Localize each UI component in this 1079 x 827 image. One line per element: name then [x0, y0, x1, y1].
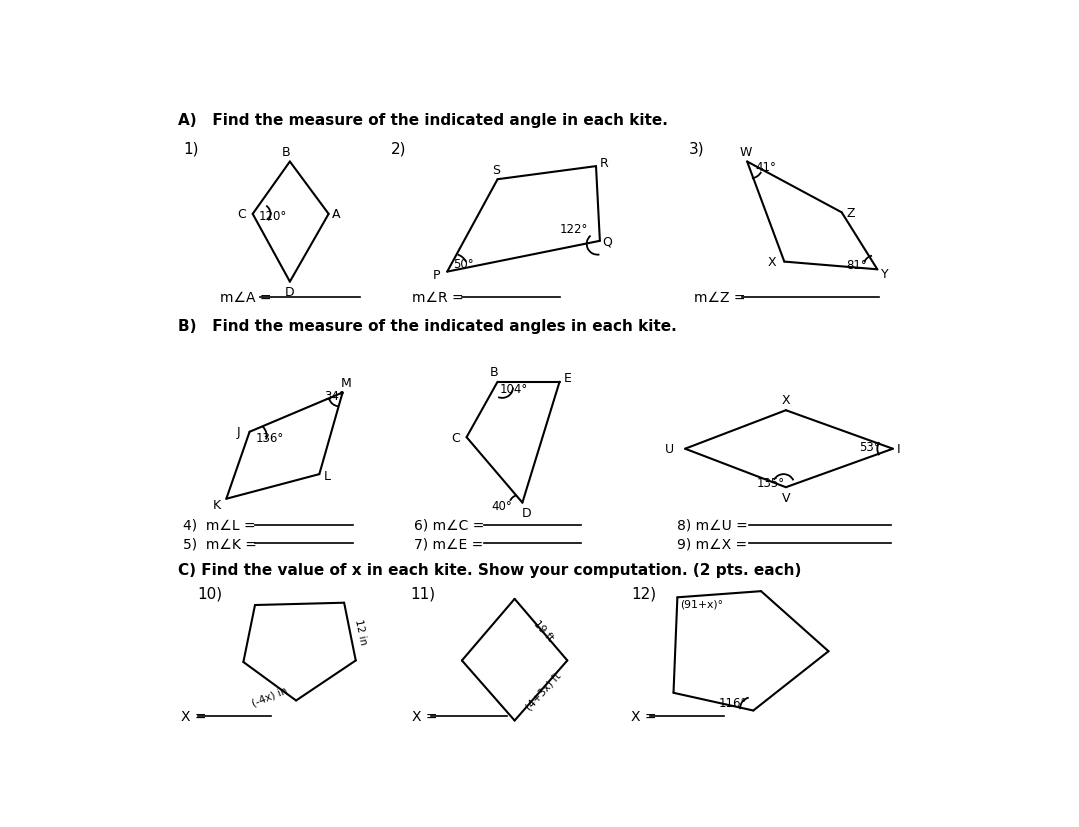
- Text: 12 in: 12 in: [353, 618, 368, 646]
- Text: P: P: [433, 269, 440, 282]
- Text: Y: Y: [882, 268, 889, 281]
- Text: 136°: 136°: [256, 432, 284, 445]
- Text: 81°: 81°: [846, 259, 868, 272]
- Text: 8) m∠U =: 8) m∠U =: [678, 519, 748, 533]
- Text: 122°: 122°: [560, 222, 588, 236]
- Text: B: B: [490, 366, 498, 379]
- Text: m∠Z =: m∠Z =: [695, 290, 746, 304]
- Text: E: E: [563, 372, 571, 385]
- Text: 6) m∠C =: 6) m∠C =: [414, 519, 484, 533]
- Text: (4+3x) ft: (4+3x) ft: [524, 670, 563, 711]
- Text: W: W: [739, 146, 752, 159]
- Text: A: A: [332, 208, 341, 221]
- Text: Z: Z: [847, 207, 856, 219]
- Text: J: J: [237, 426, 241, 439]
- Text: 50°: 50°: [452, 258, 474, 271]
- Text: B: B: [282, 146, 290, 159]
- Text: 5)  m∠K =: 5) m∠K =: [183, 537, 257, 551]
- Text: X =: X =: [631, 709, 656, 723]
- Text: 19 ft: 19 ft: [532, 618, 555, 643]
- Text: 10): 10): [196, 586, 222, 600]
- Text: 120°: 120°: [259, 210, 287, 222]
- Text: 104°: 104°: [500, 383, 528, 395]
- Text: K: K: [213, 499, 221, 512]
- Text: C: C: [237, 208, 246, 221]
- Text: 2): 2): [391, 141, 406, 157]
- Text: 1): 1): [183, 141, 199, 157]
- Text: (-4x) in: (-4x) in: [250, 685, 289, 708]
- Text: D: D: [285, 286, 295, 299]
- Text: C: C: [451, 431, 460, 444]
- Text: 4)  m∠L =: 4) m∠L =: [183, 519, 256, 533]
- Text: m∠A =: m∠A =: [220, 290, 272, 304]
- Text: X: X: [767, 256, 776, 269]
- Text: 116°: 116°: [719, 696, 747, 710]
- Text: 53°: 53°: [859, 440, 879, 453]
- Text: m∠R =: m∠R =: [412, 290, 464, 304]
- Text: Q: Q: [603, 235, 613, 248]
- Text: L: L: [324, 470, 330, 483]
- Text: 135°: 135°: [756, 476, 784, 490]
- Text: D: D: [522, 506, 532, 519]
- Text: R: R: [599, 156, 609, 170]
- Text: U: U: [665, 442, 674, 456]
- Text: 11): 11): [410, 586, 435, 600]
- Text: B)   Find the measure of the indicated angles in each kite.: B) Find the measure of the indicated ang…: [178, 318, 677, 333]
- Text: 9) m∠X =: 9) m∠X =: [678, 537, 748, 551]
- Text: X: X: [781, 394, 790, 406]
- Text: 40°: 40°: [491, 500, 513, 513]
- Text: 3): 3): [689, 141, 705, 157]
- Text: S: S: [492, 164, 500, 176]
- Text: A)   Find the measure of the indicated angle in each kite.: A) Find the measure of the indicated ang…: [178, 113, 668, 128]
- Text: X =: X =: [412, 709, 438, 723]
- Text: (91+x)°: (91+x)°: [681, 599, 724, 609]
- Text: V: V: [781, 492, 790, 504]
- Text: C) Find the value of x in each kite. Show your computation. (2 pts. each): C) Find the value of x in each kite. Sho…: [178, 562, 801, 577]
- Text: 34°: 34°: [324, 390, 344, 403]
- Text: 12): 12): [631, 586, 656, 600]
- Text: M: M: [341, 376, 352, 390]
- Text: I: I: [898, 442, 901, 456]
- Text: 41°: 41°: [755, 160, 776, 174]
- Text: 7) m∠E =: 7) m∠E =: [414, 537, 483, 551]
- Text: X =: X =: [181, 709, 207, 723]
